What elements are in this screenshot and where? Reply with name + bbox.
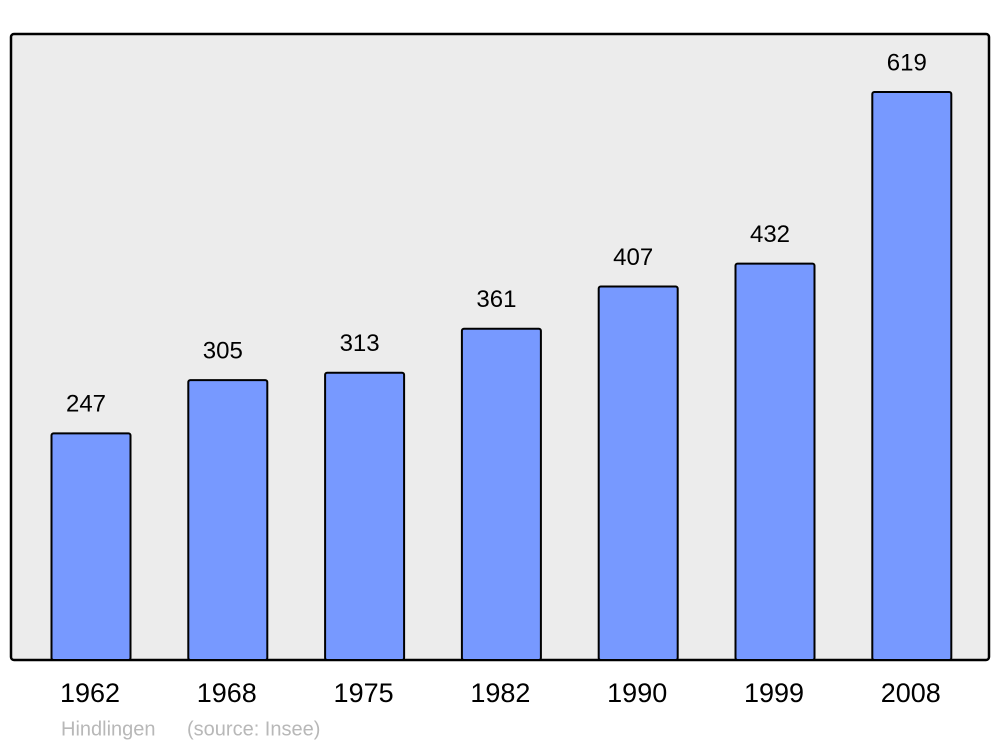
value-label: 313 xyxy=(340,330,380,357)
bar xyxy=(50,432,132,661)
bar xyxy=(871,91,953,661)
value-label: 407 xyxy=(613,244,653,271)
x-tick-label: 2008 xyxy=(881,678,941,708)
value-label: 361 xyxy=(476,286,516,313)
x-tick-label: 1990 xyxy=(607,678,667,708)
value-label: 619 xyxy=(887,49,927,76)
bar xyxy=(460,327,542,661)
x-tick-label: 1962 xyxy=(60,678,120,708)
x-tick-label: 1982 xyxy=(470,678,530,708)
footer-source: (source: Insee) xyxy=(187,718,320,740)
x-tick-label: 1975 xyxy=(334,678,394,708)
value-label: 432 xyxy=(750,221,790,248)
bar xyxy=(597,285,679,661)
bar xyxy=(324,371,406,661)
value-label: 247 xyxy=(66,391,106,418)
x-tick-label: 1999 xyxy=(744,678,804,708)
value-label: 305 xyxy=(203,337,243,364)
bar xyxy=(187,379,269,661)
bar xyxy=(734,262,816,661)
footer-place: Hindlingen xyxy=(61,718,156,740)
x-tick-label: 1968 xyxy=(197,678,257,708)
